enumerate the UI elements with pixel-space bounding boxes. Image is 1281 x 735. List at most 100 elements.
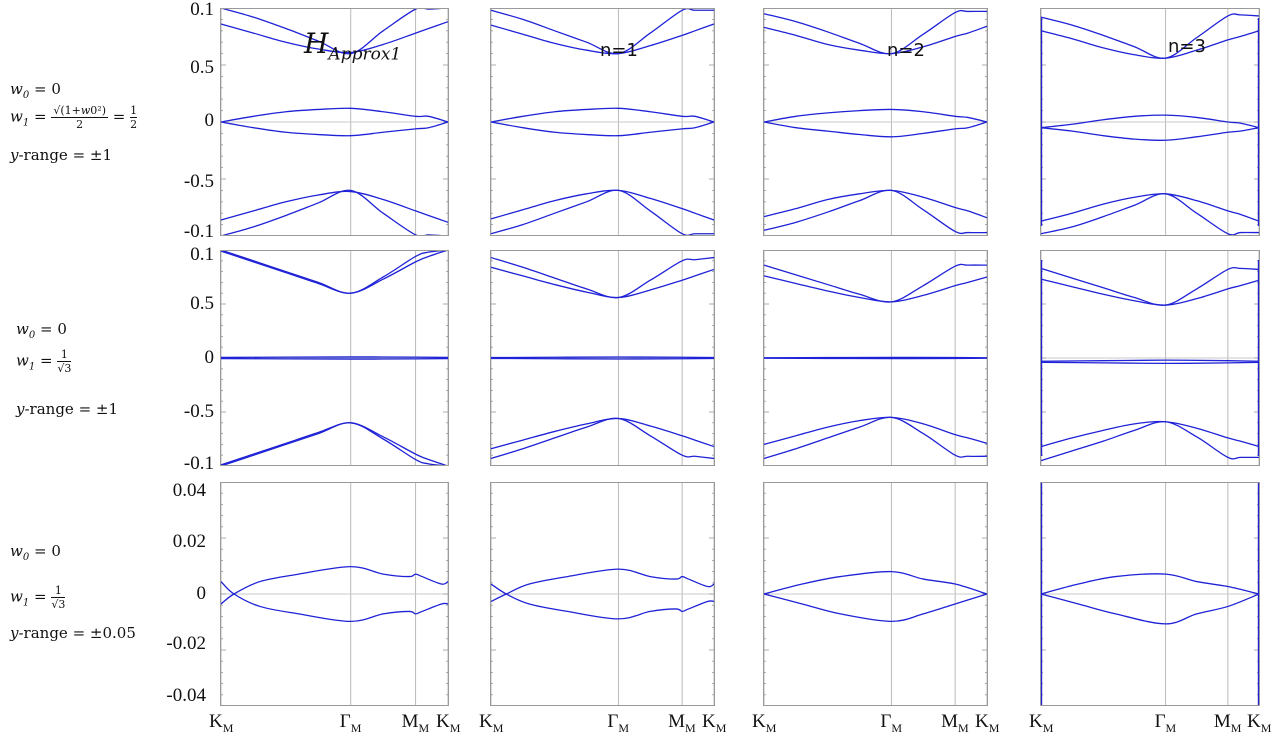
panel-r2-c2	[490, 250, 715, 466]
band-line-5	[220, 422, 449, 466]
band-structure-plot	[220, 8, 449, 236]
panel-title-n1: n=1	[600, 40, 638, 61]
plot-frame	[490, 482, 715, 706]
row-label-3-w0: w0 = 0	[10, 542, 61, 563]
ytick-bot-4: -0.04	[166, 685, 206, 706]
band-line-6	[490, 189, 714, 236]
band-line-2	[490, 266, 715, 299]
row-label-3: w0 = 0 w1 = 1 √3 y-range = ±0.05	[10, 544, 160, 644]
band-line-1	[1040, 573, 1260, 595]
band-line-3	[1040, 114, 1260, 129]
panel-title-n3: n=3	[1168, 36, 1206, 57]
panel-title-n2: n=2	[887, 40, 925, 61]
band-line-4	[1040, 127, 1260, 141]
x-tick-label: MM	[401, 711, 430, 735]
band-line-6	[220, 422, 449, 466]
ytick-mid-2: 0	[204, 347, 215, 368]
x-tick-label: KM	[209, 711, 234, 735]
row-label-3-yrange: y-range = ±0.05	[10, 624, 136, 642]
band-structure-plot	[1040, 8, 1260, 236]
x-tick-label: ΓM	[880, 711, 903, 735]
panel-r1-c4	[1040, 8, 1260, 236]
panel-r1-c3	[763, 8, 988, 236]
plot-frame	[763, 250, 988, 466]
ytick-top-0: 0.1	[190, 0, 214, 20]
ytick-mid-3: -0.5	[183, 401, 214, 422]
band-structure-plot	[490, 8, 715, 236]
band-line-5	[490, 417, 715, 450]
ytick-mid-0: 0.1	[190, 244, 214, 265]
ytick-bot-0: 0.04	[172, 480, 206, 501]
row-label-2-w1: w1 = 1 √3	[16, 348, 72, 376]
x-tick-label: MM	[668, 711, 696, 735]
ytick-top-2: 0	[204, 110, 215, 131]
band-line-4	[490, 357, 715, 360]
x-tick-label: KM	[702, 711, 727, 735]
plot-frame	[490, 8, 715, 236]
band-line-2	[1040, 278, 1260, 306]
band-line-3	[220, 107, 449, 123]
band-line-3	[1040, 359, 1260, 362]
plot-frame	[763, 8, 988, 236]
plot-frame	[220, 250, 449, 466]
band-line-3	[763, 108, 988, 123]
band-line-2	[220, 581, 449, 623]
band-line-4	[490, 121, 715, 137]
band-line-1	[220, 250, 449, 294]
band-line-4	[220, 357, 449, 360]
ytick-bot-1: 0.02	[172, 531, 206, 552]
band-line-1	[490, 568, 715, 603]
panel-r1-c2	[490, 8, 715, 236]
band-line-1	[763, 570, 988, 595]
band-line-5	[763, 416, 988, 446]
band-structure-plot	[1040, 482, 1260, 706]
band-line-2	[220, 21, 449, 54]
panel-r3-c3	[763, 482, 988, 706]
x-tick-label: MM	[1213, 711, 1242, 735]
plot-frame	[1040, 250, 1260, 466]
band-line-6	[763, 416, 988, 460]
panel-r2-c1	[220, 250, 449, 466]
x-tick-label: KM	[752, 711, 777, 735]
plot-frame	[1040, 8, 1260, 236]
x-tick-label: ΓM	[1154, 711, 1177, 735]
band-structure-plot	[490, 482, 715, 706]
band-line-2	[763, 593, 988, 623]
ytick-bot-2: 0	[196, 583, 207, 604]
ytick-top-1: 0.5	[190, 57, 214, 78]
plot-frame	[763, 482, 988, 706]
band-structure-plot	[220, 250, 449, 466]
band-line-5	[763, 189, 988, 219]
panel-r2-c3	[763, 250, 988, 466]
row-label-2-yrange: y-range = ±1	[16, 400, 119, 418]
panel-r3-c1	[220, 482, 449, 706]
plot-frame	[220, 482, 449, 706]
ytick-mid-4: -0.1	[183, 453, 214, 474]
x-tick-label: KM	[436, 711, 461, 735]
row-label-2-w0: w0 = 0	[16, 320, 67, 341]
row-label-2: w0 = 0 w1 = 1 √3 y-range = ±1	[16, 322, 166, 422]
band-line-4	[1040, 361, 1260, 365]
band-structure-plot	[1040, 250, 1260, 466]
band-structure-plot	[763, 482, 988, 706]
band-line-1	[1040, 13, 1260, 59]
ytick-bot-3: -0.02	[166, 633, 206, 654]
x-tick-label: KM	[1029, 711, 1054, 735]
band-line-2	[763, 275, 988, 303]
ytick-top-4: -0.1	[183, 221, 214, 242]
band-line-4	[220, 121, 449, 137]
panel-r2-c4	[1040, 250, 1260, 466]
x-tick-label: KM	[479, 711, 504, 735]
ytick-top-3: -0.5	[183, 171, 214, 192]
panel-r3-c4	[1040, 482, 1260, 706]
band-structure-plot	[763, 8, 988, 236]
ytick-mid-1: 0.5	[190, 293, 214, 314]
band-line-2	[1040, 30, 1260, 59]
band-line-6	[490, 417, 715, 460]
band-line-6	[220, 189, 449, 236]
panel-r3-c2	[490, 482, 715, 706]
band-line-1	[763, 9, 988, 55]
panel-r1-c1	[220, 8, 449, 236]
